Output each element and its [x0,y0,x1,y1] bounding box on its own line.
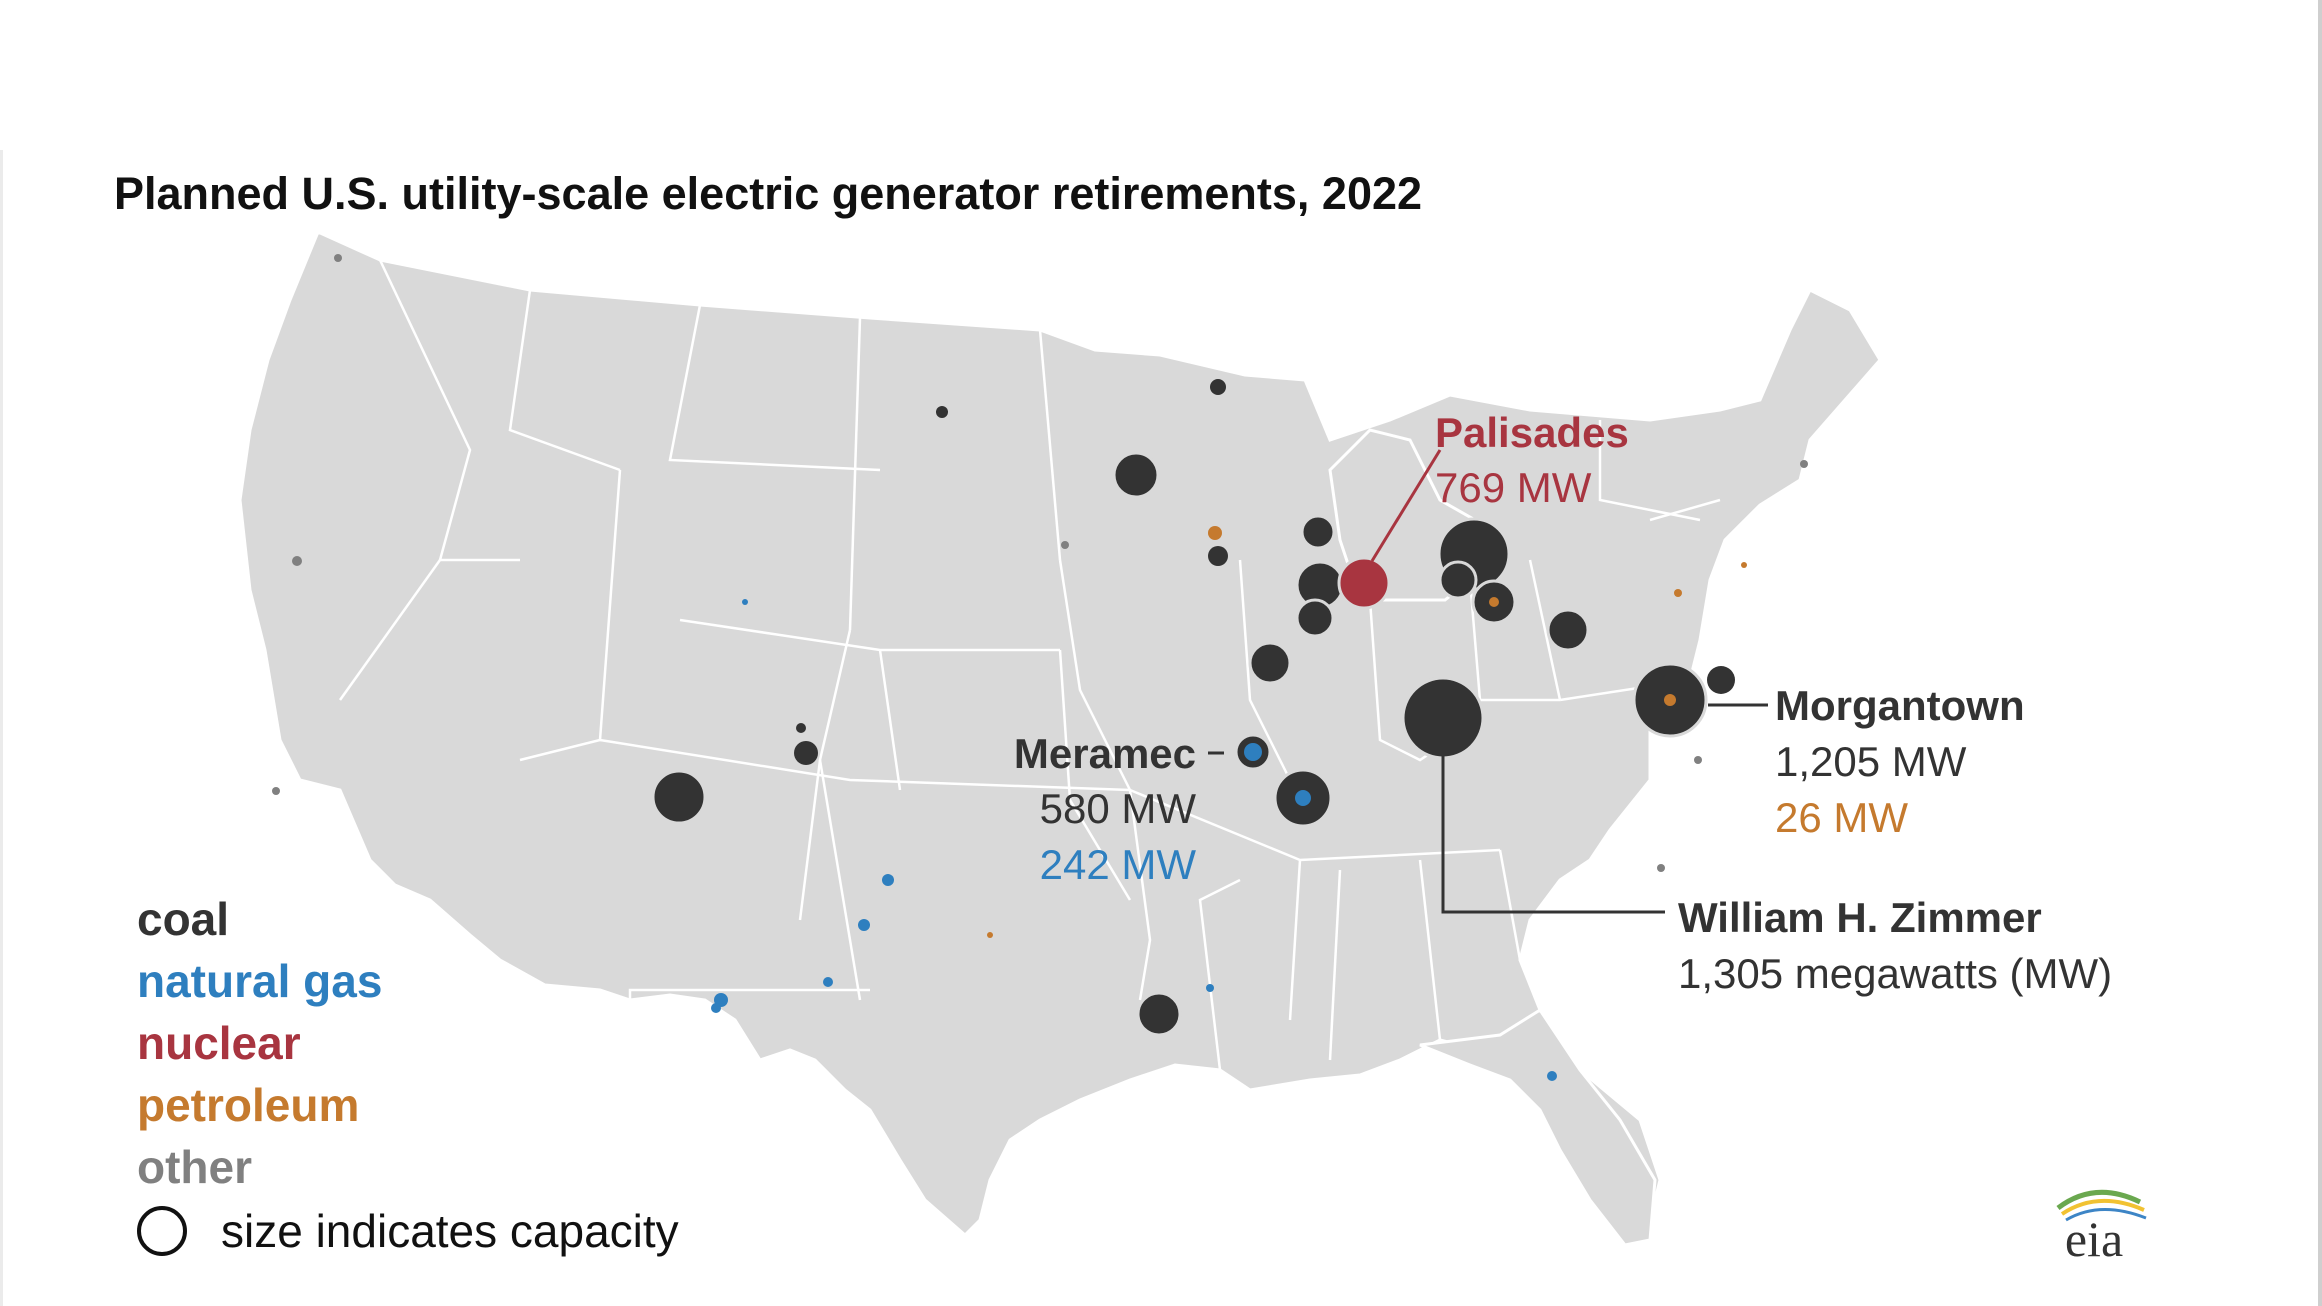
bubble-other [1800,460,1808,468]
bubble-gas [823,977,833,987]
callout-meramec-coal: 580 MW [1040,785,1197,832]
legend-size-note: size indicates capacity [137,1204,679,1258]
bubble-gas [1547,1071,1557,1081]
bubble-gas [1295,790,1311,806]
bubble-gas [742,599,748,605]
eia-logo-icon: eia [2056,1189,2147,1260]
bubble-petroleum [1208,526,1222,540]
bubble-gas-meramec [1244,743,1262,761]
legend: coal natural gas nuclear petroleum other… [137,888,679,1258]
bubble-other [1657,864,1665,872]
bubble-coal [1707,666,1735,694]
callout-meramec-name: Meramec [1014,730,1196,777]
bubble-coal [1112,451,1160,499]
bubble-nuclear-palisades [1337,556,1391,610]
bubble-coal [1300,514,1336,550]
callout-morgantown-petroleum: 26 MW [1775,794,1908,841]
bubble-coal [794,741,818,765]
bubble-petroleum [1741,562,1747,568]
bubble-coal [1208,546,1228,566]
bubble-other [292,556,302,566]
callout-morgantown-name: Morgantown [1775,682,2025,729]
frame-left-edge [0,150,3,1306]
leader-zimmer [1441,740,1665,914]
callout-leaders [1208,449,1768,914]
bubble-gas [711,1003,721,1013]
legend-other: other [137,1141,252,1193]
generator-bubbles [272,254,1808,1081]
bubble-petroleum [1489,597,1499,607]
legend-petroleum: petroleum [137,1079,360,1131]
florida-land [1419,1007,1657,1247]
bubble-petroleum-morgantown [1664,694,1676,706]
bubble-gas [1206,984,1214,992]
eia-logo-text: eia [2065,1211,2123,1260]
bubble-coal [1248,641,1292,685]
state-borders [338,259,1721,1071]
bubble-petroleum [1674,589,1682,597]
bubble-other [334,254,342,262]
callout-morgantown-coal: 1,205 MW [1775,738,1967,785]
leader-palisades [1370,449,1442,562]
frame-right-edge [2318,0,2322,1306]
legend-size-text: size indicates capacity [221,1205,679,1257]
callout-palisades-name: Palisades [1435,409,1629,456]
callout-meramec-gas: 242 MW [1040,841,1197,888]
callout-palisades-capacity: 769 MW [1435,464,1592,511]
bubble-coal [1210,379,1226,395]
bubble-coal [936,406,948,418]
size-circle-icon [137,1206,187,1256]
callout-zimmer-name: William H. Zimmer [1678,894,2042,941]
bubble-coal [1546,608,1590,652]
legend-natural-gas: natural gas [137,955,383,1007]
legend-coal: coal [137,893,230,945]
bubble-coal [651,769,707,825]
bubble-gas [858,919,870,931]
legend-nuclear: nuclear [137,1017,301,1069]
map-title: Planned U.S. utility-scale electric gene… [114,168,1423,219]
callout-labels: Palisades 769 MW Morgantown 1,205 MW 26 … [1014,409,2112,997]
bubble-coal [1295,598,1335,638]
bubble-coal [796,723,806,733]
bubble-petroleum [987,932,993,938]
bubble-other [272,787,280,795]
bubble-gas [882,874,894,886]
bubble-other [1694,756,1702,764]
bubble-other [1061,541,1069,549]
bubble-coal [1438,560,1478,600]
callout-zimmer-capacity: 1,305 megawatts (MW) [1678,950,2112,997]
bubble-coal [1136,991,1182,1037]
